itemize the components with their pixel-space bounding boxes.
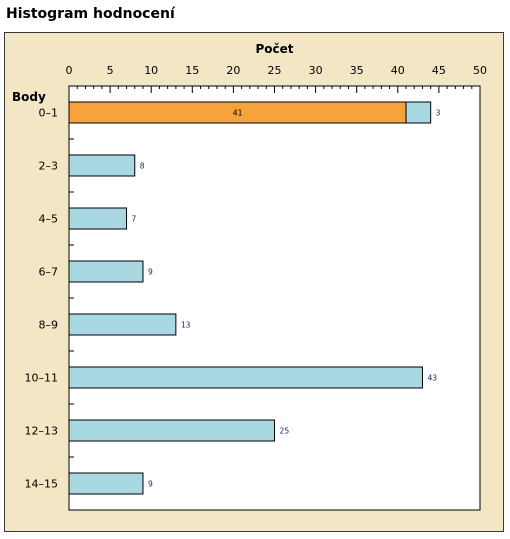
- bar-value-label: 13: [181, 321, 191, 330]
- bar-value-label: 43: [427, 374, 437, 383]
- bar-value-label: 7: [132, 215, 137, 224]
- bar-highlight-value-label: 41: [233, 109, 243, 118]
- category-label: 14–15: [25, 478, 59, 491]
- bar-value-label: 9: [148, 480, 153, 489]
- x-tick-label: 25: [268, 64, 282, 77]
- x-tick-label: 50: [473, 64, 487, 77]
- x-tick-label: 0: [66, 64, 73, 77]
- x-tick-label: 45: [432, 64, 446, 77]
- bar-remainder-segment: [405, 101, 432, 124]
- x-tick-label: 35: [350, 64, 364, 77]
- bar: [68, 207, 128, 230]
- category-label: 4–5: [39, 213, 59, 226]
- bar: [68, 366, 423, 389]
- x-axis-title: Počet: [255, 42, 293, 56]
- category-label: 0–1: [39, 107, 59, 120]
- bar: [68, 419, 275, 442]
- category-label: 2–3: [39, 160, 59, 173]
- x-tick-label: 40: [391, 64, 405, 77]
- category-label: 10–11: [25, 372, 59, 385]
- x-tick-label: 10: [144, 64, 158, 77]
- bar-remainder-value-label: 3: [436, 109, 441, 118]
- x-tick-label: 5: [107, 64, 114, 77]
- category-label: 12–13: [25, 425, 59, 438]
- bar: [68, 313, 177, 336]
- y-axis-title: Body: [12, 90, 46, 104]
- category-label: 8–9: [39, 319, 59, 332]
- bar-value-label: 8: [140, 162, 145, 171]
- bar: [68, 260, 144, 283]
- x-tick-label: 15: [185, 64, 199, 77]
- bar-value-label: 9: [148, 268, 153, 277]
- x-tick-label: 20: [226, 64, 240, 77]
- bar: [68, 472, 144, 495]
- plot-area: [68, 85, 481, 511]
- bar-value-label: 25: [280, 427, 290, 436]
- page-title: Histogram hodnocení: [6, 6, 175, 22]
- x-tick-label: 30: [309, 64, 323, 77]
- category-label: 6–7: [39, 266, 59, 279]
- bar: [68, 154, 136, 177]
